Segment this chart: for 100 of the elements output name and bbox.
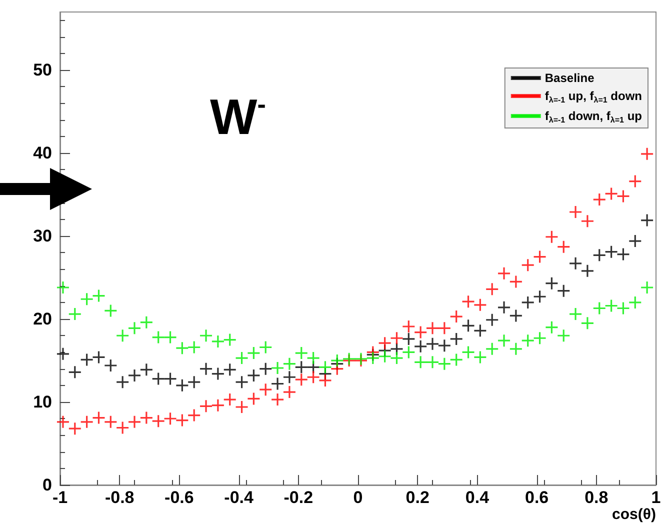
point — [438, 338, 452, 352]
point — [402, 332, 416, 346]
point — [187, 375, 201, 389]
point — [68, 422, 82, 436]
x-tick-label: -0.4 — [224, 488, 254, 507]
point — [330, 354, 344, 368]
point — [473, 350, 487, 364]
point — [116, 420, 130, 435]
point — [282, 370, 296, 384]
point — [485, 313, 499, 327]
y-tick-label: 50 — [33, 60, 52, 80]
point — [92, 350, 106, 364]
y-tick-label: 20 — [33, 310, 52, 329]
point — [234, 351, 249, 365]
y-tick-label: 30 — [33, 226, 52, 246]
y-tick-label: 10 — [33, 392, 52, 412]
point — [438, 357, 452, 371]
point — [104, 358, 118, 372]
point — [544, 276, 558, 290]
x-tick-label: 0.6 — [524, 488, 549, 507]
point — [414, 326, 428, 340]
point — [544, 320, 558, 334]
point — [544, 230, 558, 244]
point — [556, 284, 570, 298]
x-tick-label: 0.4 — [465, 488, 490, 507]
point — [568, 205, 582, 219]
point — [616, 189, 630, 204]
point — [128, 321, 142, 335]
point — [616, 301, 630, 316]
point — [604, 298, 618, 313]
point — [461, 294, 476, 308]
point — [211, 334, 225, 348]
point — [378, 350, 392, 364]
point — [497, 334, 511, 348]
point — [140, 316, 154, 330]
point — [640, 213, 654, 228]
point — [628, 234, 642, 248]
point — [640, 280, 654, 294]
point — [270, 361, 284, 375]
point — [521, 296, 535, 310]
point — [556, 240, 570, 254]
point — [640, 147, 654, 161]
point — [175, 413, 189, 428]
point — [450, 352, 464, 366]
point — [450, 310, 464, 324]
point — [473, 298, 487, 312]
point — [80, 352, 94, 366]
point — [604, 186, 618, 201]
x-tick-label: 1 — [651, 488, 661, 507]
point — [366, 351, 380, 365]
point — [104, 304, 118, 318]
point — [140, 362, 154, 376]
point — [128, 368, 142, 382]
point — [187, 340, 201, 354]
x-tick-label: 0.2 — [406, 488, 430, 507]
point — [246, 368, 260, 382]
point — [616, 248, 630, 262]
point — [556, 328, 570, 342]
point — [461, 345, 476, 360]
point — [223, 362, 237, 376]
point — [592, 192, 606, 206]
point — [497, 266, 511, 280]
point — [485, 282, 499, 296]
point — [497, 300, 511, 314]
point — [211, 398, 225, 412]
x-tick-label: 0.8 — [584, 488, 608, 507]
point — [80, 292, 94, 306]
point — [152, 330, 166, 344]
point — [56, 347, 70, 361]
point — [521, 258, 535, 272]
point — [258, 340, 272, 354]
point — [92, 410, 106, 425]
point — [580, 316, 594, 330]
point — [532, 290, 547, 304]
y-tick-label: 0 — [42, 476, 52, 494]
point — [163, 372, 178, 386]
point — [282, 357, 296, 371]
point — [116, 328, 130, 342]
point — [175, 378, 189, 392]
point — [426, 355, 440, 369]
point — [294, 360, 308, 374]
point — [104, 415, 118, 429]
point — [568, 307, 582, 321]
point — [402, 320, 416, 334]
point — [80, 415, 94, 429]
point — [592, 248, 606, 262]
y-tick-label: 40 — [33, 144, 52, 163]
point — [140, 410, 154, 425]
point — [509, 274, 523, 288]
point — [402, 345, 416, 360]
point — [509, 308, 523, 323]
point — [152, 414, 166, 428]
point — [223, 392, 237, 406]
point — [234, 400, 249, 414]
point — [426, 337, 440, 351]
point — [318, 374, 332, 388]
point — [199, 362, 213, 376]
point — [390, 331, 404, 345]
point — [509, 342, 523, 356]
point — [294, 372, 308, 386]
